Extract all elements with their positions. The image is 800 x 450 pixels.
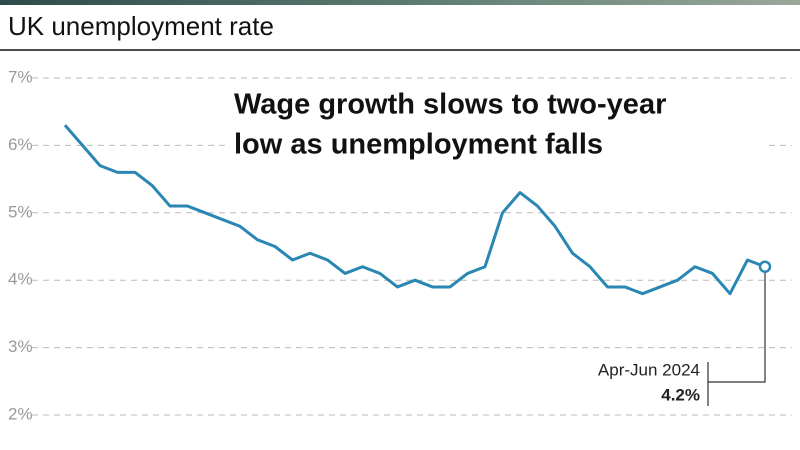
headline-bg (230, 88, 765, 124)
y-tick-label: 7% (8, 67, 33, 86)
chart-title: UK unemployment rate (8, 11, 274, 41)
top-bar (0, 0, 800, 5)
headline-bg (230, 128, 765, 164)
y-tick-label: 6% (8, 135, 33, 154)
headline: low as unemployment falls (234, 129, 603, 161)
value-label: 4.2% (661, 385, 700, 404)
point (758, 260, 772, 273)
y-tick-label: 5% (8, 202, 33, 221)
annotation-date: Apr-Jun 2024 (598, 360, 700, 379)
y-tick-label: 4% (8, 270, 33, 289)
annotation-leader (707, 266, 766, 406)
y-tick-label: 3% (8, 337, 33, 356)
headline: Wage growth slows to two-year (234, 89, 666, 121)
y-tick-label: 2% (8, 404, 33, 423)
line (63, 124, 766, 296)
